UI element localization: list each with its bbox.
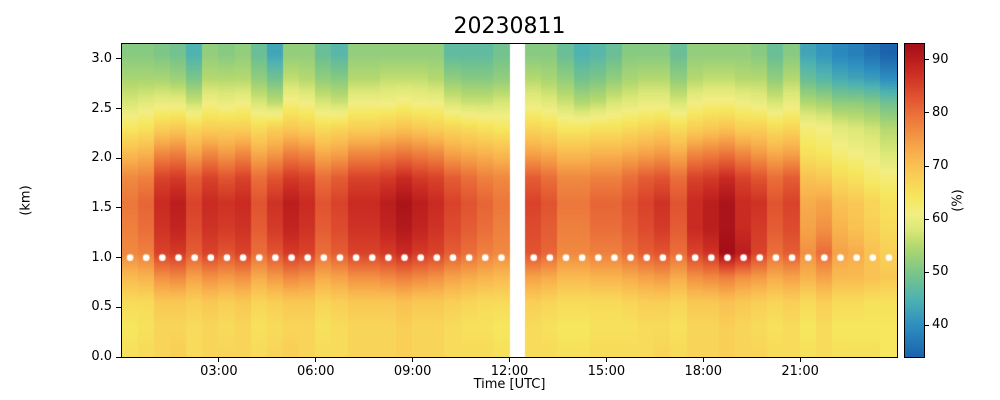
colorbar-label: (%): [950, 189, 966, 212]
y-tick-mark: [116, 306, 121, 308]
colorbar-tick-mark: [925, 271, 929, 273]
y-tick-mark: [116, 157, 121, 159]
colorbar-tick-label: 70: [932, 158, 949, 174]
y-tick-mark: [116, 58, 121, 60]
y-tick-label: 3.0: [91, 50, 112, 66]
y-tick-label: 1.5: [91, 199, 112, 215]
x-tick-label: 03:00: [200, 364, 238, 379]
colorbar-tick-mark: [925, 59, 929, 61]
chart-title: 20230811: [453, 14, 566, 39]
x-tick-label: 12:00: [490, 364, 529, 379]
colorbar-tick-label: 90: [932, 51, 949, 67]
y-tick-mark: [116, 207, 121, 209]
y-tick-label: 0.0: [91, 349, 112, 364]
x-tick-label: 18:00: [684, 364, 722, 379]
x-tick-mark: [605, 358, 607, 362]
y-tick-label: 2.5: [91, 100, 112, 116]
x-tick-mark: [412, 358, 414, 362]
y-tick-label: 2.0: [91, 150, 112, 166]
y-axis-label: (km): [18, 185, 34, 216]
y-tick-mark: [116, 257, 121, 259]
y-tick-label: 0.5: [91, 299, 112, 315]
colorbar-tick-mark: [925, 112, 929, 114]
x-tick-mark: [799, 358, 801, 362]
colorbar-tick-label: 80: [932, 104, 949, 120]
y-tick-label: 1.0: [91, 249, 112, 265]
colorbar-tick-label: 40: [932, 317, 949, 333]
x-tick-mark: [315, 358, 317, 362]
colorbar-tick-label: 50: [932, 264, 949, 280]
colorbar-frame: [904, 43, 925, 358]
y-tick-mark: [116, 356, 121, 358]
heatmap-canvas: [122, 44, 897, 357]
colorbar-tick-mark: [925, 165, 929, 167]
x-tick-label: 15:00: [587, 364, 626, 379]
x-axis-label: Time [UTC]: [473, 377, 546, 392]
y-tick-mark: [116, 108, 121, 110]
colorbar-tick-mark: [925, 218, 929, 220]
plot-frame: [121, 43, 898, 358]
colorbar-tick-label: 60: [932, 211, 949, 227]
x-tick-mark: [702, 358, 704, 362]
colorbar-canvas: [905, 44, 924, 357]
x-tick-mark: [218, 358, 220, 362]
x-tick-mark: [509, 358, 510, 362]
colorbar-tick-mark: [925, 324, 929, 326]
x-tick-label: 09:00: [393, 364, 432, 379]
x-tick-label: 06:00: [297, 364, 335, 379]
x-tick-label: 21:00: [781, 364, 819, 379]
